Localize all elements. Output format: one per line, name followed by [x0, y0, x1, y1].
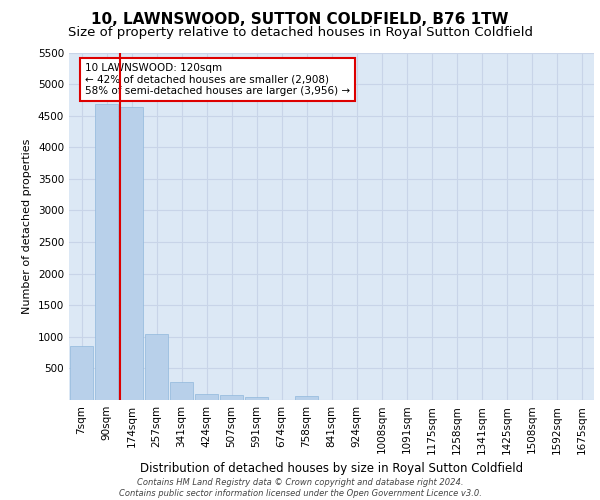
Text: Size of property relative to detached houses in Royal Sutton Coldfield: Size of property relative to detached ho… — [67, 26, 533, 39]
Text: 10, LAWNSWOOD, SUTTON COLDFIELD, B76 1TW: 10, LAWNSWOOD, SUTTON COLDFIELD, B76 1TW — [91, 12, 509, 28]
Bar — [245, 396, 268, 400]
X-axis label: Distribution of detached houses by size in Royal Sutton Coldfield: Distribution of detached houses by size … — [140, 462, 523, 475]
Bar — [170, 382, 193, 400]
Y-axis label: Number of detached properties: Number of detached properties — [22, 138, 32, 314]
Bar — [145, 334, 168, 400]
Bar — [120, 107, 143, 400]
Text: 10 LAWNSWOOD: 120sqm
← 42% of detached houses are smaller (2,908)
58% of semi-de: 10 LAWNSWOOD: 120sqm ← 42% of detached h… — [85, 63, 350, 96]
Bar — [195, 394, 218, 400]
Bar — [70, 346, 93, 400]
Bar — [95, 104, 118, 400]
Bar — [220, 395, 243, 400]
Text: Contains HM Land Registry data © Crown copyright and database right 2024.
Contai: Contains HM Land Registry data © Crown c… — [119, 478, 481, 498]
Bar — [295, 396, 318, 400]
